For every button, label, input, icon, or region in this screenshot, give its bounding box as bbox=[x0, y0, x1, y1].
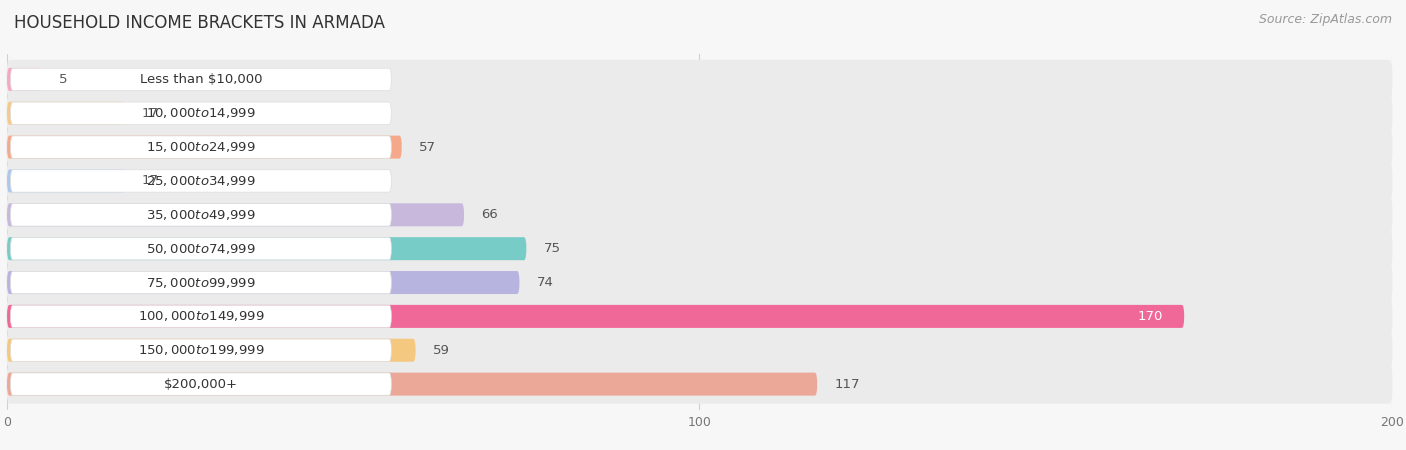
FancyBboxPatch shape bbox=[7, 339, 416, 362]
Text: $10,000 to $14,999: $10,000 to $14,999 bbox=[146, 106, 256, 120]
Text: 117: 117 bbox=[835, 378, 860, 391]
FancyBboxPatch shape bbox=[10, 170, 391, 192]
FancyBboxPatch shape bbox=[10, 136, 391, 158]
FancyBboxPatch shape bbox=[7, 263, 1392, 302]
FancyBboxPatch shape bbox=[7, 373, 817, 396]
Text: 66: 66 bbox=[481, 208, 498, 221]
Text: $15,000 to $24,999: $15,000 to $24,999 bbox=[146, 140, 256, 154]
Text: $75,000 to $99,999: $75,000 to $99,999 bbox=[146, 275, 256, 289]
FancyBboxPatch shape bbox=[7, 297, 1392, 336]
FancyBboxPatch shape bbox=[10, 238, 391, 260]
Text: $150,000 to $199,999: $150,000 to $199,999 bbox=[138, 343, 264, 357]
Text: $25,000 to $34,999: $25,000 to $34,999 bbox=[146, 174, 256, 188]
FancyBboxPatch shape bbox=[7, 94, 1392, 133]
FancyBboxPatch shape bbox=[10, 204, 391, 226]
FancyBboxPatch shape bbox=[10, 373, 391, 395]
FancyBboxPatch shape bbox=[7, 237, 526, 260]
FancyBboxPatch shape bbox=[7, 162, 1392, 201]
FancyBboxPatch shape bbox=[7, 195, 1392, 234]
FancyBboxPatch shape bbox=[10, 102, 391, 124]
FancyBboxPatch shape bbox=[7, 127, 1392, 167]
FancyBboxPatch shape bbox=[7, 170, 125, 193]
FancyBboxPatch shape bbox=[7, 135, 402, 158]
Text: HOUSEHOLD INCOME BRACKETS IN ARMADA: HOUSEHOLD INCOME BRACKETS IN ARMADA bbox=[14, 14, 385, 32]
Text: $50,000 to $74,999: $50,000 to $74,999 bbox=[146, 242, 256, 256]
FancyBboxPatch shape bbox=[10, 271, 391, 294]
Text: $35,000 to $49,999: $35,000 to $49,999 bbox=[146, 208, 256, 222]
FancyBboxPatch shape bbox=[10, 339, 391, 361]
FancyBboxPatch shape bbox=[7, 331, 1392, 370]
Text: Less than $10,000: Less than $10,000 bbox=[139, 73, 262, 86]
Text: 17: 17 bbox=[142, 107, 159, 120]
Text: 170: 170 bbox=[1137, 310, 1163, 323]
FancyBboxPatch shape bbox=[7, 203, 464, 226]
Text: 17: 17 bbox=[142, 175, 159, 188]
Text: 57: 57 bbox=[419, 140, 436, 153]
FancyBboxPatch shape bbox=[7, 60, 1392, 99]
FancyBboxPatch shape bbox=[10, 305, 391, 328]
Text: 74: 74 bbox=[537, 276, 554, 289]
FancyBboxPatch shape bbox=[7, 68, 42, 91]
Text: $100,000 to $149,999: $100,000 to $149,999 bbox=[138, 310, 264, 324]
FancyBboxPatch shape bbox=[10, 68, 391, 90]
Text: 59: 59 bbox=[433, 344, 450, 357]
FancyBboxPatch shape bbox=[7, 364, 1392, 404]
FancyBboxPatch shape bbox=[7, 102, 125, 125]
FancyBboxPatch shape bbox=[7, 229, 1392, 268]
Text: 5: 5 bbox=[59, 73, 67, 86]
Text: Source: ZipAtlas.com: Source: ZipAtlas.com bbox=[1258, 14, 1392, 27]
FancyBboxPatch shape bbox=[7, 305, 1184, 328]
FancyBboxPatch shape bbox=[7, 271, 519, 294]
Text: 75: 75 bbox=[544, 242, 561, 255]
Text: $200,000+: $200,000+ bbox=[165, 378, 238, 391]
